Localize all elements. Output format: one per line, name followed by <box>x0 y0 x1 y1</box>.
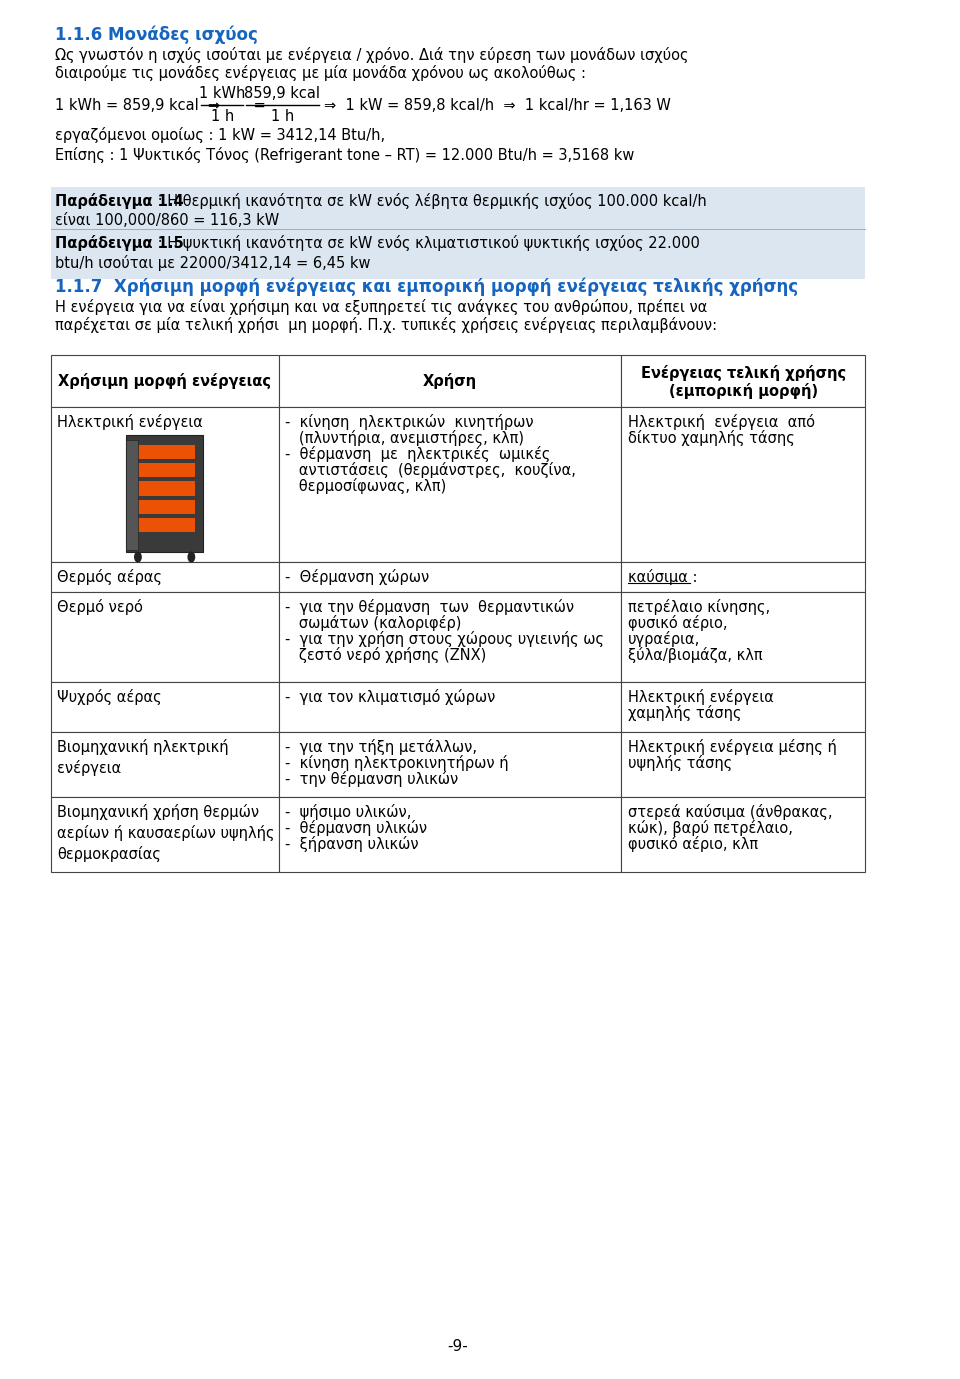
Text: (εμπορική μορφή): (εμπορική μορφή) <box>668 383 818 399</box>
FancyBboxPatch shape <box>278 563 621 592</box>
Text: θερμοσίφωνας, κλπ): θερμοσίφωνας, κλπ) <box>285 479 446 494</box>
FancyBboxPatch shape <box>51 188 865 237</box>
Text: ⇒  1 kW = 859,8 kcal/h  ⇒  1 kcal/hr = 1,163 W: ⇒ 1 kW = 859,8 kcal/h ⇒ 1 kcal/hr = 1,16… <box>324 98 671 113</box>
FancyBboxPatch shape <box>278 592 621 683</box>
Text: Ηλεκτρική ενέργεια: Ηλεκτρική ενέργεια <box>628 690 774 705</box>
Text: -  την θέρμανση υλικών: - την θέρμανση υλικών <box>285 771 459 787</box>
Text: Ηλεκτρική  ενέργεια  από: Ηλεκτρική ενέργεια από <box>628 414 815 430</box>
Text: -  κίνηση  ηλεκτρικών  κινητήρων: - κίνηση ηλεκτρικών κινητήρων <box>285 414 534 430</box>
FancyBboxPatch shape <box>134 499 195 514</box>
Text: 1 kWh: 1 kWh <box>199 85 246 101</box>
Text: : Η ψυκτική ικανότητα σε kW ενός κλιματιστικού ψυκτικής ισχύος 22.000: : Η ψυκτική ικανότητα σε kW ενός κλιματι… <box>153 234 700 251</box>
Text: εργαζόμενοι ομοίως : 1 kW = 3412,14 Btu/h,: εργαζόμενοι ομοίως : 1 kW = 3412,14 Btu/… <box>56 127 386 143</box>
Circle shape <box>134 552 141 561</box>
Text: ξύλα/βιομάζα, κλπ: ξύλα/βιομάζα, κλπ <box>628 647 762 663</box>
Text: Ως γνωστόν η ισχύς ισούται με ενέργεια / χρόνο. Διά την εύρεση των μονάδων ισχύο: Ως γνωστόν η ισχύς ισούται με ενέργεια /… <box>56 47 689 63</box>
Text: -  ψήσιμο υλικών,: - ψήσιμο υλικών, <box>285 804 412 821</box>
Text: : Η θερμική ικανότητα σε kW ενός λέβητα θερμικής ισχύος 100.000 kcal/h: : Η θερμική ικανότητα σε kW ενός λέβητα … <box>153 193 707 210</box>
Circle shape <box>188 552 195 561</box>
FancyBboxPatch shape <box>127 440 138 550</box>
Text: στερεά καύσιμα (άνθρακας,: στερεά καύσιμα (άνθρακας, <box>628 804 832 821</box>
Text: Χρήση: Χρήση <box>422 372 477 389</box>
FancyBboxPatch shape <box>621 683 865 732</box>
FancyBboxPatch shape <box>621 354 865 407</box>
Text: 1.1.7  Χρήσιμη μορφή ενέργειας και εμπορική μορφή ενέργειας τελικής χρήσης: 1.1.7 Χρήσιμη μορφή ενέργειας και εμπορι… <box>56 277 799 295</box>
Text: φυσικό αέριο,: φυσικό αέριο, <box>628 615 727 632</box>
Text: σωμάτων (καλοριφέρ): σωμάτων (καλοριφέρ) <box>285 615 462 632</box>
Text: 1 h: 1 h <box>210 109 234 124</box>
Text: Βιομηχανική χρήση θερμών
αερίων ή καυσαερίων υψηλής
θερμοκρασίας: Βιομηχανική χρήση θερμών αερίων ή καυσαε… <box>58 804 275 862</box>
Text: -  για τον κλιματισμό χώρων: - για τον κλιματισμό χώρων <box>285 690 495 705</box>
Text: Ηλεκτρική ενέργεια μέσης ή: Ηλεκτρική ενέργεια μέσης ή <box>628 739 836 754</box>
FancyBboxPatch shape <box>127 434 203 552</box>
Text: διαιρούμε τις μονάδες ενέργειας με μία μονάδα χρόνου ως ακολούθως :: διαιρούμε τις μονάδες ενέργειας με μία μ… <box>56 65 587 81</box>
Text: δίκτυο χαμηλής τάσης: δίκτυο χαμηλής τάσης <box>628 430 794 445</box>
FancyBboxPatch shape <box>278 407 621 563</box>
Text: παρέχεται σε μία τελική χρήσι  μη μορφή. Π.χ. τυπικές χρήσεις ενέργειας περιλαμβ: παρέχεται σε μία τελική χρήσι μη μορφή. … <box>56 317 717 332</box>
Text: -  για την χρήση στους χώρους υγιεινής ως: - για την χρήση στους χώρους υγιεινής ως <box>285 632 605 647</box>
Text: 1 h: 1 h <box>271 109 294 124</box>
FancyBboxPatch shape <box>51 683 278 732</box>
FancyBboxPatch shape <box>278 732 621 797</box>
FancyBboxPatch shape <box>134 463 195 477</box>
Text: Χρήσιμη μορφή ενέργειας: Χρήσιμη μορφή ενέργειας <box>59 372 271 389</box>
FancyBboxPatch shape <box>51 797 278 872</box>
Text: Ενέργειας τελική χρήσης: Ενέργειας τελική χρήσης <box>640 365 846 381</box>
FancyBboxPatch shape <box>134 517 195 532</box>
FancyBboxPatch shape <box>51 354 278 407</box>
Text: Βιομηχανική ηλεκτρική
ενέργεια: Βιομηχανική ηλεκτρική ενέργεια <box>58 739 228 776</box>
Text: -  ξήρανση υλικών: - ξήρανση υλικών <box>285 836 419 852</box>
Text: -9-: -9- <box>447 1339 468 1354</box>
Text: Παράδειγμα 1.5: Παράδειγμα 1.5 <box>56 234 184 251</box>
FancyBboxPatch shape <box>134 445 195 459</box>
Text: =: = <box>249 98 271 113</box>
Text: φυσικό αέριο, κλπ: φυσικό αέριο, κλπ <box>628 836 757 852</box>
FancyBboxPatch shape <box>621 732 865 797</box>
Text: χαμηλής τάσης: χαμηλής τάσης <box>628 705 741 721</box>
Text: Ψυχρός αέρας: Ψυχρός αέρας <box>58 690 162 705</box>
Text: πετρέλαιο κίνησης,: πετρέλαιο κίνησης, <box>628 598 770 615</box>
FancyBboxPatch shape <box>51 732 278 797</box>
Text: καύσιμα :: καύσιμα : <box>628 570 697 585</box>
Text: btu/h ισούται με 22000/3412,14 = 6,45 kw: btu/h ισούται με 22000/3412,14 = 6,45 kw <box>56 255 371 272</box>
Text: Θερμό νερό: Θερμό νερό <box>58 598 143 615</box>
FancyBboxPatch shape <box>621 797 865 872</box>
Text: κώκ), βαρύ πετρέλαιο,: κώκ), βαρύ πετρέλαιο, <box>628 821 792 836</box>
Text: ζεστό νερό χρήσης (ΖΝΧ): ζεστό νερό χρήσης (ΖΝΧ) <box>285 647 487 663</box>
Text: 1 kWh = 859,9 kcal  ⇒: 1 kWh = 859,9 kcal ⇒ <box>56 98 221 113</box>
FancyBboxPatch shape <box>278 354 621 407</box>
Text: Ηλεκτρική ενέργεια: Ηλεκτρική ενέργεια <box>58 414 204 430</box>
Text: Θερμός αέρας: Θερμός αέρας <box>58 570 162 585</box>
Text: -  θέρμανση  με  ηλεκτρικές  ωμικές: - θέρμανση με ηλεκτρικές ωμικές <box>285 445 551 462</box>
FancyBboxPatch shape <box>621 407 865 563</box>
Text: 1.1.6 Μονάδες ισχύος: 1.1.6 Μονάδες ισχύος <box>56 25 258 44</box>
FancyBboxPatch shape <box>621 592 865 683</box>
Text: υγραέρια,: υγραέρια, <box>628 632 700 647</box>
Text: -  για την τήξη μετάλλων,: - για την τήξη μετάλλων, <box>285 739 477 754</box>
Text: υψηλής τάσης: υψηλής τάσης <box>628 754 732 771</box>
FancyBboxPatch shape <box>278 683 621 732</box>
Text: Επίσης : 1 Ψυκτικός Τόνος (Refrigerant tone – RT) = 12.000 Btu/h = 3,5168 kw: Επίσης : 1 Ψυκτικός Τόνος (Refrigerant t… <box>56 148 635 163</box>
FancyBboxPatch shape <box>51 563 278 592</box>
FancyBboxPatch shape <box>51 229 865 279</box>
Text: (πλυντήρια, ανεμιστήρες, κλπ): (πλυντήρια, ανεμιστήρες, κλπ) <box>285 430 524 445</box>
Text: 859,9 kcal: 859,9 kcal <box>245 85 321 101</box>
Text: αντιστάσεις  (θερμάνστρες,  κουζίνα,: αντιστάσεις (θερμάνστρες, κουζίνα, <box>285 462 576 479</box>
Text: -  για την θέρμανση  των  θερμαντικών: - για την θέρμανση των θερμαντικών <box>285 598 574 615</box>
Text: Η ενέργεια για να είναι χρήσιμη και να εξυπηρετεί τις ανάγκες του ανθρώπου, πρέπ: Η ενέργεια για να είναι χρήσιμη και να ε… <box>56 299 708 314</box>
Text: -  Θέρμανση χώρων: - Θέρμανση χώρων <box>285 570 430 585</box>
FancyBboxPatch shape <box>278 797 621 872</box>
Text: -  κίνηση ηλεκτροκινητήρων ή: - κίνηση ηλεκτροκινητήρων ή <box>285 754 509 771</box>
FancyBboxPatch shape <box>134 481 195 495</box>
Text: -  θέρμανση υλικών: - θέρμανση υλικών <box>285 821 427 836</box>
Text: Παράδειγμα 1.4: Παράδειγμα 1.4 <box>56 193 184 210</box>
FancyBboxPatch shape <box>621 563 865 592</box>
Text: είναι 100,000/860 = 116,3 kW: είναι 100,000/860 = 116,3 kW <box>56 212 279 228</box>
FancyBboxPatch shape <box>51 407 278 563</box>
FancyBboxPatch shape <box>51 592 278 683</box>
